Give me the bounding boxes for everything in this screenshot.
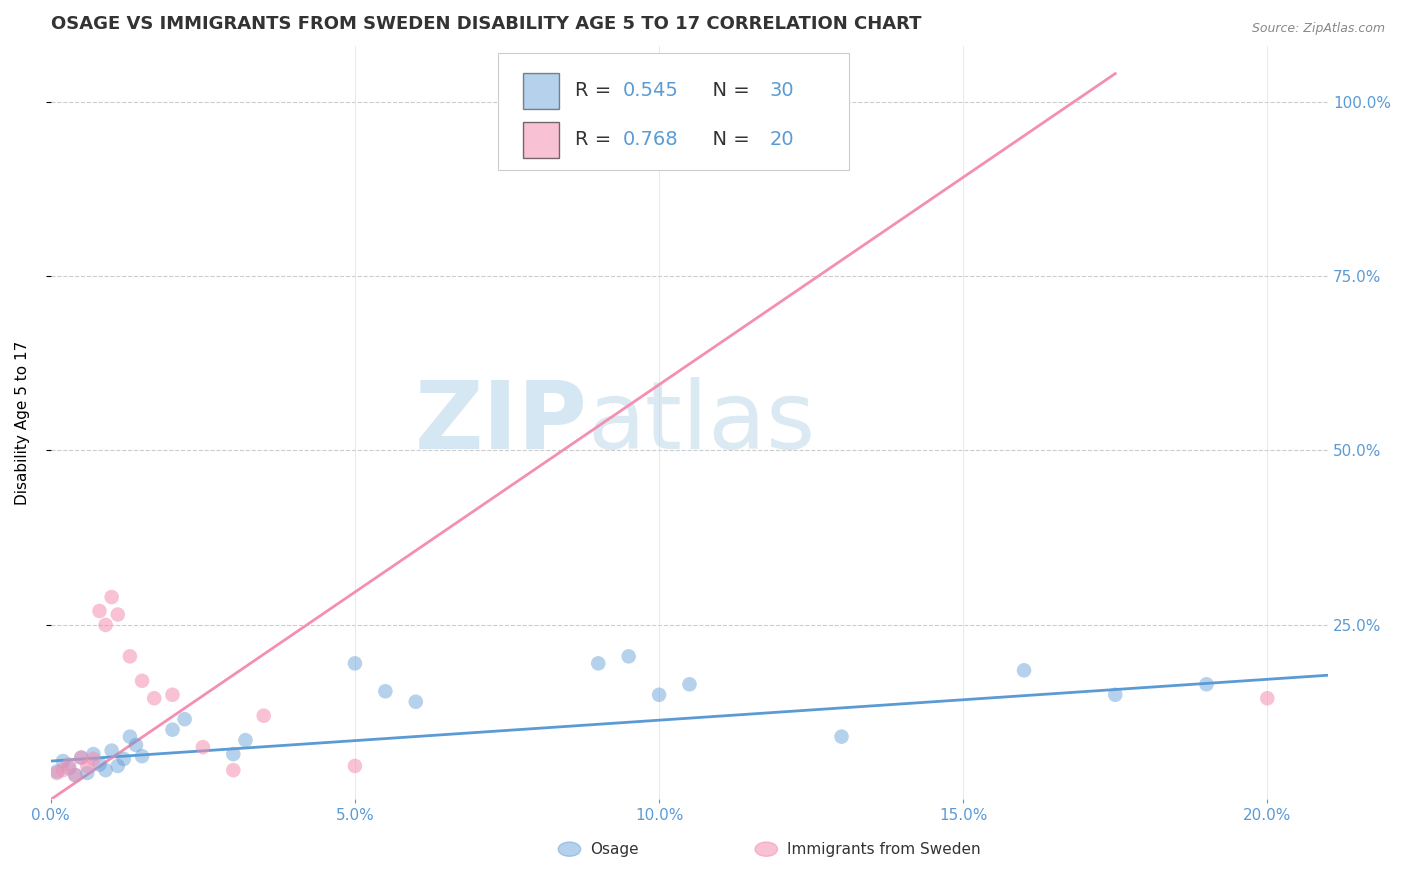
Point xyxy=(374,684,396,698)
Point xyxy=(253,708,276,723)
Y-axis label: Disability Age 5 to 17: Disability Age 5 to 17 xyxy=(15,341,30,505)
Point xyxy=(1012,663,1035,677)
Text: 0.768: 0.768 xyxy=(623,130,679,149)
Point xyxy=(405,695,427,709)
Point xyxy=(343,759,366,773)
Point xyxy=(70,750,93,764)
Point xyxy=(118,730,141,744)
Text: atlas: atlas xyxy=(588,376,815,468)
Point xyxy=(678,677,700,691)
Point xyxy=(76,766,98,780)
Point xyxy=(118,649,141,664)
FancyBboxPatch shape xyxy=(523,73,560,109)
Point xyxy=(76,759,98,773)
Text: N =: N = xyxy=(700,81,755,101)
Point xyxy=(112,752,135,766)
Point xyxy=(45,764,67,779)
Point xyxy=(1195,677,1218,691)
Point xyxy=(235,733,257,747)
Text: Immigrants from Sweden: Immigrants from Sweden xyxy=(787,842,981,856)
Text: ZIP: ZIP xyxy=(415,376,588,468)
Point xyxy=(131,673,153,688)
Text: Source: ZipAtlas.com: Source: ZipAtlas.com xyxy=(1251,22,1385,36)
Point xyxy=(143,691,166,706)
Point xyxy=(70,750,93,764)
Point xyxy=(82,747,104,761)
Text: R =: R = xyxy=(575,130,617,149)
Point xyxy=(1256,691,1278,706)
Point xyxy=(107,759,129,773)
Point xyxy=(52,763,75,777)
Text: 30: 30 xyxy=(770,81,794,101)
Text: 20: 20 xyxy=(770,130,794,149)
Point xyxy=(58,757,80,772)
Point xyxy=(58,761,80,775)
Point xyxy=(131,749,153,764)
Point xyxy=(100,590,122,604)
Text: R =: R = xyxy=(575,81,617,101)
Point xyxy=(94,763,117,777)
Text: OSAGE VS IMMIGRANTS FROM SWEDEN DISABILITY AGE 5 TO 17 CORRELATION CHART: OSAGE VS IMMIGRANTS FROM SWEDEN DISABILI… xyxy=(51,15,921,33)
Point xyxy=(831,730,853,744)
Point xyxy=(63,768,86,782)
Point xyxy=(125,738,148,752)
Point xyxy=(222,747,245,761)
Point xyxy=(173,712,195,726)
Point xyxy=(94,618,117,632)
Point xyxy=(648,688,671,702)
Point xyxy=(191,740,214,755)
Text: 0.545: 0.545 xyxy=(623,81,679,101)
Text: N =: N = xyxy=(700,130,755,149)
Point xyxy=(162,688,184,702)
Point xyxy=(617,649,640,664)
Point xyxy=(162,723,184,737)
Point xyxy=(82,752,104,766)
Point xyxy=(1104,688,1126,702)
Point xyxy=(45,766,67,780)
Text: Osage: Osage xyxy=(591,842,640,856)
Point xyxy=(89,757,111,772)
Point xyxy=(586,657,609,671)
Point xyxy=(343,657,366,671)
Point xyxy=(89,604,111,618)
Point xyxy=(107,607,129,622)
Point xyxy=(100,743,122,757)
Point xyxy=(52,754,75,768)
Point xyxy=(63,768,86,782)
Point xyxy=(222,763,245,777)
FancyBboxPatch shape xyxy=(523,122,560,158)
FancyBboxPatch shape xyxy=(498,54,849,170)
